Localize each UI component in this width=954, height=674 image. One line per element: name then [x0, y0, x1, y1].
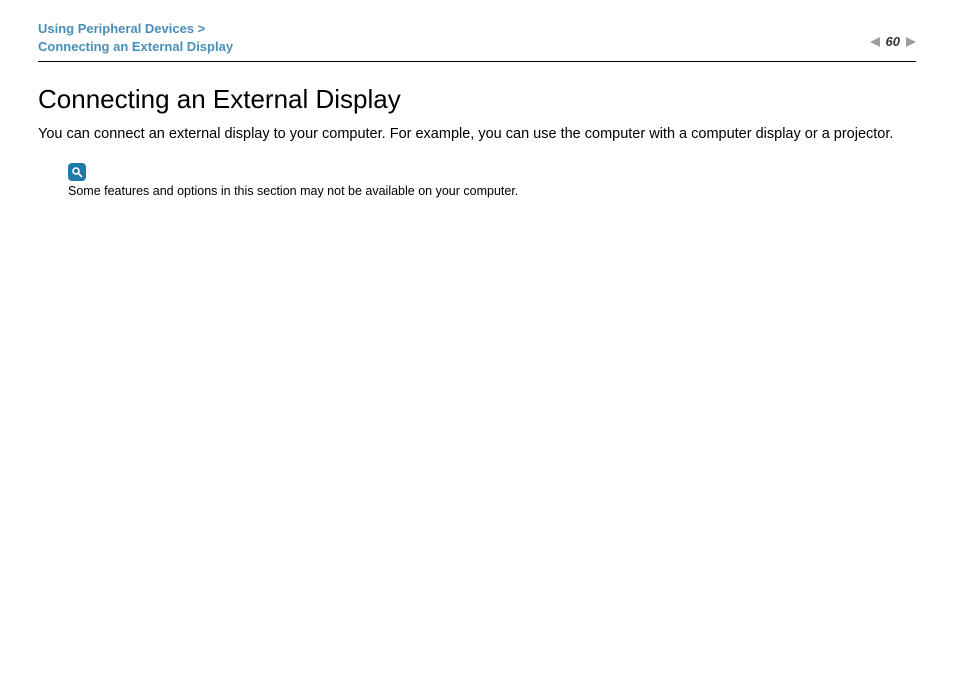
page-number: 60	[886, 34, 900, 49]
page-navigator: 60	[870, 20, 916, 49]
page-title: Connecting an External Display	[38, 84, 916, 115]
note-block: Some features and options in this sectio…	[68, 163, 888, 199]
intro-paragraph: You can connect an external display to y…	[38, 125, 916, 145]
breadcrumb-current[interactable]: Connecting an External Display	[38, 38, 233, 56]
note-text: Some features and options in this sectio…	[68, 183, 888, 199]
breadcrumb: Using Peripheral Devices > Connecting an…	[38, 20, 233, 55]
next-page-icon[interactable]	[906, 37, 916, 47]
breadcrumb-parent[interactable]: Using Peripheral Devices >	[38, 20, 233, 38]
page-header: Using Peripheral Devices > Connecting an…	[38, 20, 916, 62]
prev-page-icon[interactable]	[870, 37, 880, 47]
magnifier-icon	[68, 163, 86, 181]
